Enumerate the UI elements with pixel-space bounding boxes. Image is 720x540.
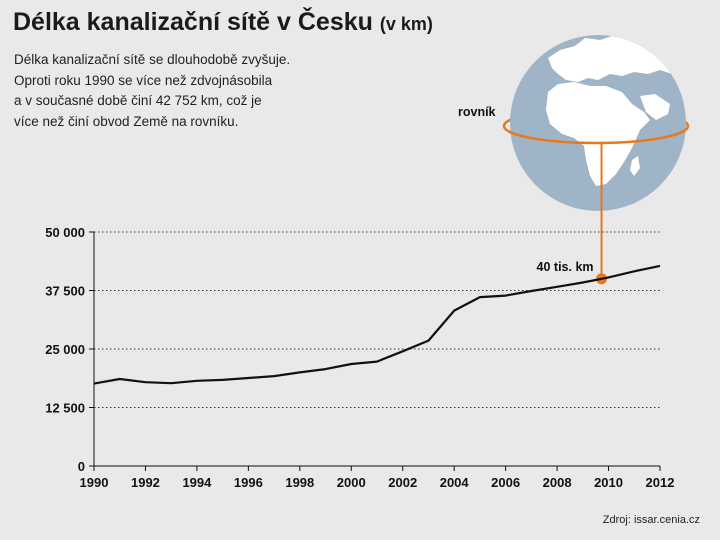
chart-title: Délka kanalizační sítě v Česku	[13, 8, 373, 36]
x-tick-label: 1990	[80, 475, 109, 490]
source-note: Zdroj: issar.cenia.cz	[602, 514, 700, 526]
x-tick-label: 2006	[491, 475, 520, 490]
x-tick-label: 2008	[543, 475, 572, 490]
description: Délka kanalizační sítě se dlouhodobě zvy…	[14, 50, 334, 132]
globe-illustration: rovník 40 tis. km	[458, 35, 690, 285]
y-tick-label: 37 500	[45, 284, 85, 299]
series-line	[93, 264, 661, 385]
x-tick-label: 2010	[594, 475, 623, 490]
y-tick-label: 12 500	[45, 401, 85, 416]
gridlines	[94, 231, 660, 408]
equator-ring-front	[502, 125, 690, 145]
africa-landmass	[546, 82, 650, 186]
description-line: Délka kanalizační sítě se dlouhodobě zvy…	[14, 52, 291, 67]
y-axis-ticks: 0 12 500 25 000 37 500 50 000	[45, 225, 94, 474]
y-tick-label: 0	[78, 459, 85, 474]
title-unit: (v km)	[379, 14, 433, 34]
x-tick-label: 2004	[440, 475, 470, 490]
y-tick-label: 50 000	[45, 225, 85, 240]
x-tick-label: 2012	[646, 475, 675, 490]
description-line: Oproti roku 1990 se více než zdvojnásobi…	[14, 72, 273, 88]
x-tick-label: 2000	[337, 475, 366, 490]
arabia-landmass	[640, 94, 670, 120]
page-title: Délka kanalizační sítě v Česku (v km)	[13, 8, 433, 37]
x-tick-label: 1998	[285, 475, 314, 490]
description-line: více než činí obvod Země na rovníku.	[14, 113, 239, 129]
britain-landmass	[560, 50, 570, 64]
x-tick-label: 1992	[131, 475, 160, 490]
description-line: a v současné době činí 42 752 km, což je	[14, 93, 262, 108]
x-tick-label: 1996	[234, 475, 263, 490]
annotation-label: 40 tis. km	[537, 260, 594, 274]
x-axis-ticks: 1990 1992 1994 1996 1998 2000 2002 2004 2006 2008…	[80, 466, 675, 490]
madagascar-landmass	[630, 156, 640, 176]
x-tick-label: 1994	[182, 475, 212, 490]
y-tick-label: 25 000	[45, 342, 85, 357]
equator-label: rovník	[458, 105, 496, 119]
x-tick-label: 2002	[388, 475, 417, 490]
